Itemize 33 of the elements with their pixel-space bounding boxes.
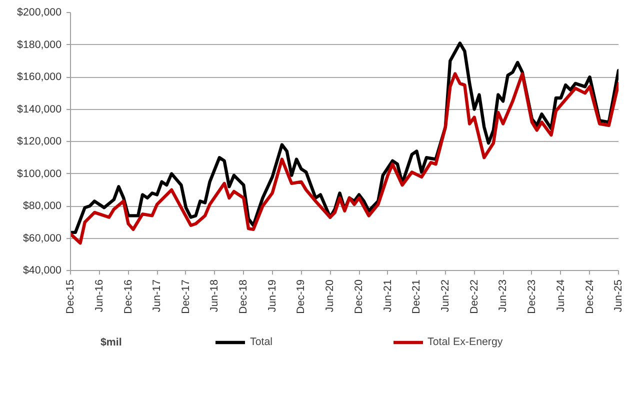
x-tick-label: Dec-19 (295, 279, 308, 314)
x-tick-label: Dec-22 (468, 279, 480, 314)
x-tick-label: Jun-16 (93, 279, 106, 312)
x-tick-label: Jun-18 (208, 279, 221, 312)
x-tick-label: Jun-17 (151, 279, 164, 312)
x-tick-label: Jun-19 (266, 279, 278, 312)
x-tick-label: Jun-23 (497, 279, 510, 312)
x-tick-label: Dec-15 (64, 279, 76, 314)
legend-label: Total (250, 336, 273, 348)
x-tick-label: Dec-24 (584, 279, 596, 314)
x-tick-label: Dec-17 (180, 279, 192, 314)
x-tick-label: Jun-22 (439, 279, 452, 312)
x-tick-label: Dec-16 (122, 279, 134, 314)
y-tick-label: $180,000 (17, 38, 62, 51)
x-tick-label: Jun-20 (324, 279, 336, 312)
y-tick-label: $200,000 (17, 6, 62, 18)
x-tick-label: Jun-24 (554, 279, 567, 312)
y-tick-label: $100,000 (17, 168, 62, 180)
x-tick-label: Dec-20 (353, 279, 366, 314)
y-tick-label: $160,000 (17, 71, 62, 83)
x-tick-label: Dec-23 (526, 279, 538, 314)
y-tick-label: $60,000 (22, 232, 62, 244)
text: $mil (100, 336, 122, 348)
x-tick-label: Dec-21 (410, 279, 423, 314)
line-series (70, 72, 618, 245)
x-tick-label: Jun-25 (612, 279, 624, 312)
y-tick-label: $40,000 (22, 264, 62, 276)
legend-label: Total Ex-Energy (428, 336, 503, 348)
x-tick-label: Jun-21 (382, 279, 394, 312)
x-tick-label: Dec-18 (238, 279, 250, 314)
y-tick-label: $120,000 (17, 136, 62, 148)
y-tick-label: $140,000 (17, 103, 62, 116)
y-tick-label: $80,000 (22, 200, 62, 212)
